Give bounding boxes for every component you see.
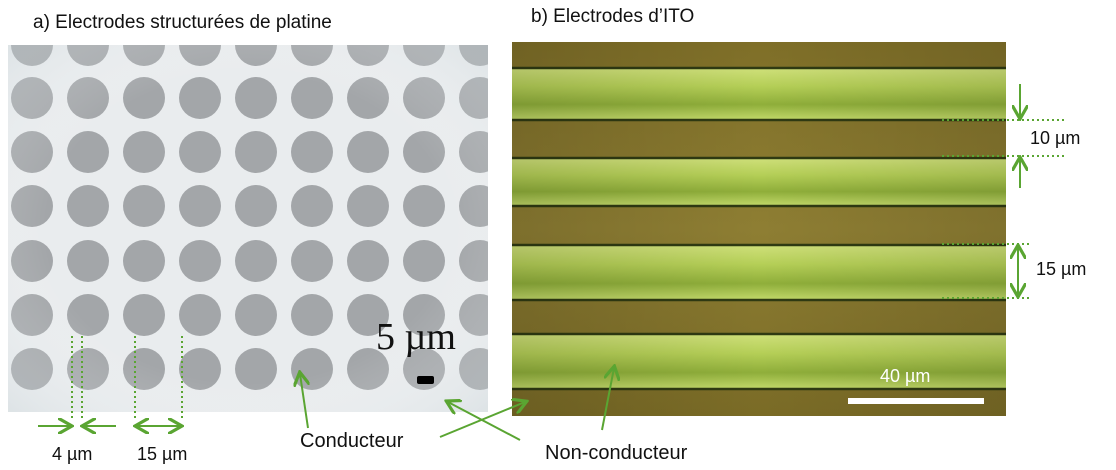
micrograph-platinum-electrodes bbox=[8, 45, 488, 412]
arrow-non-conducteur-a bbox=[448, 402, 521, 441]
arrow-non-conducteur-b bbox=[601, 368, 614, 431]
micrograph-ito-electrodes bbox=[512, 42, 1006, 416]
scale-bar-40um bbox=[848, 398, 984, 404]
caption-panel-a: a) Electrodes structurées de platine bbox=[33, 12, 332, 33]
scale-label-panel-b: 40 µm bbox=[880, 366, 931, 386]
label-non-conducteur: Non-conducteur bbox=[545, 442, 688, 464]
stripe-array bbox=[512, 42, 1006, 416]
dim-label-15um-a: 15 µm bbox=[137, 444, 188, 464]
caption-panel-b: b) Electrodes d’ITO bbox=[531, 6, 695, 27]
scale-label-panel-a: 5 µm bbox=[376, 316, 456, 358]
disk-array bbox=[8, 45, 488, 412]
dim-label-15um-b: 15 µm bbox=[1036, 259, 1087, 279]
scale-bar-5um bbox=[417, 376, 434, 384]
label-conducteur: Conducteur bbox=[300, 430, 404, 452]
arrow-conducteur-a bbox=[300, 374, 308, 429]
dim-label-10um: 10 µm bbox=[1030, 128, 1081, 148]
dim-label-4um: 4 µm bbox=[52, 444, 93, 464]
